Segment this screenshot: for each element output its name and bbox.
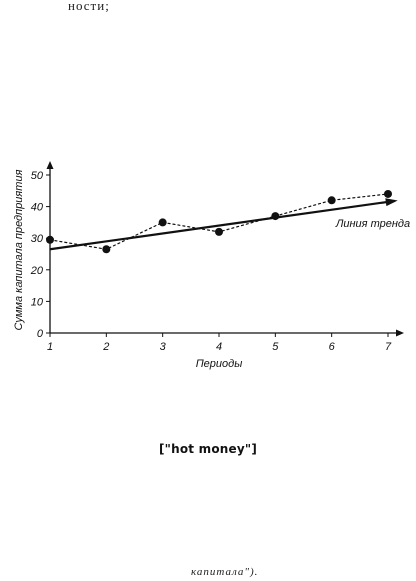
capital-trend-chart: 0 10 20 30 40 50 1 2 3 4 5 6 7 Периоды Сумма капитала …: [0, 150, 416, 380]
top-text-fragment: ности;: [68, 0, 110, 13]
x-axis-arrow: [396, 329, 404, 337]
y-tick-label: 40: [31, 202, 44, 214]
x-tick-label: 1: [47, 341, 53, 353]
y-tick-label: 30: [31, 233, 44, 245]
y-axis-label: Сумма капитала предприятия: [13, 169, 25, 330]
data-point: [327, 196, 336, 205]
trend-line-arrow: [385, 198, 398, 207]
trend-line-annotation: Линия тренда: [335, 218, 410, 230]
y-tick-label: 0: [37, 328, 44, 340]
x-tick-label: 5: [272, 341, 279, 353]
y-tick-label: 20: [30, 265, 44, 277]
x-tick-label: 2: [102, 341, 109, 353]
x-axis-label: Периоды: [196, 358, 243, 370]
data-point: [46, 235, 54, 244]
x-tick-label: 4: [216, 341, 222, 353]
data-point: [215, 227, 223, 236]
y-axis-arrow: [46, 161, 54, 169]
data-point: [384, 189, 392, 198]
trend-line: [49, 199, 395, 251]
y-tick-label: 50: [31, 170, 44, 182]
x-tick-label: 7: [385, 341, 392, 353]
bottom-text-fragment: капитала").: [191, 566, 259, 578]
x-tick-label: 6: [329, 341, 336, 353]
hot-money-caption: ["hot money"]: [158, 442, 258, 456]
data-point: [102, 245, 111, 254]
y-tick-label: 10: [31, 296, 44, 308]
data-point: [158, 218, 167, 227]
x-tick-label: 3: [160, 341, 167, 353]
chart-svg: 0 10 20 30 40 50 1 2 3 4 5 6 7 Периоды Сумма капитала …: [13, 161, 410, 370]
